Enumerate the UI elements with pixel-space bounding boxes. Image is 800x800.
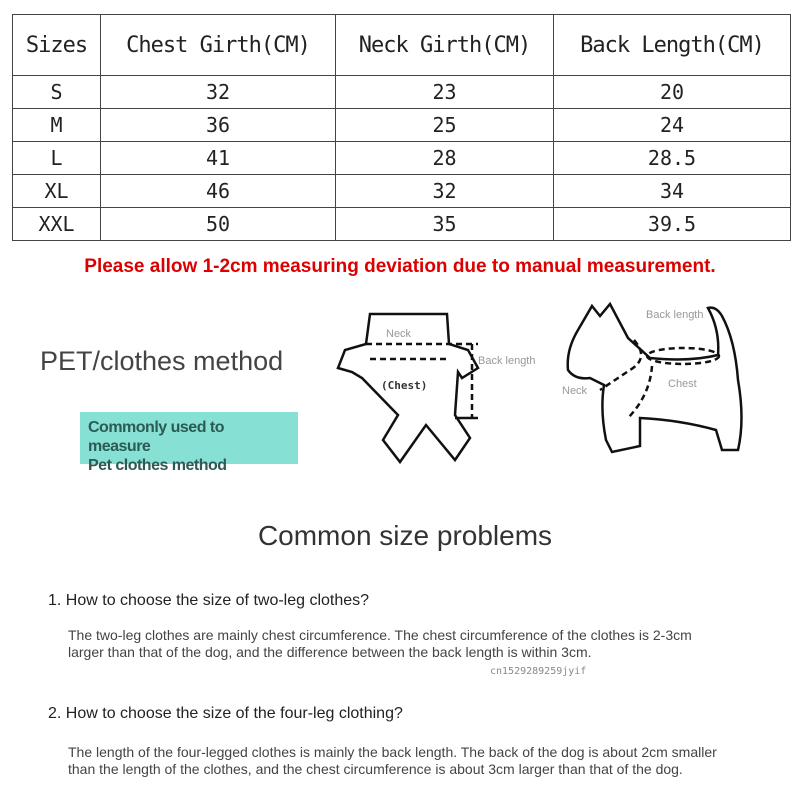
faq-question-2: 2. How to choose the size of the four-le… (48, 705, 403, 722)
faq-answer-1: The two-leg clothes are mainly chest cir… (68, 627, 692, 660)
faq-title: Common size problems (257, 520, 553, 551)
cell: XXL (12, 207, 101, 241)
faq-question-1: 1. How to choose the size of two-leg clo… (48, 592, 370, 609)
method-box-line1: Commonly used to measure (88, 419, 225, 455)
table-row: XL 46 32 34 (12, 174, 791, 208)
cell: 50 (100, 207, 336, 241)
cell: M (12, 108, 101, 142)
clothes-neck-label: Neck (386, 328, 412, 340)
header-chest: Chest Girth(CM) (100, 14, 336, 76)
cell: 39.5 (553, 207, 791, 241)
watermark: cn1529289259jyif (490, 666, 587, 677)
cell: 23 (335, 75, 554, 109)
header-sizes: Sizes (12, 14, 101, 76)
cell: 28.5 (553, 141, 791, 175)
header-neck: Neck Girth(CM) (335, 14, 554, 76)
method-box-line2: Pet clothes method (88, 457, 227, 474)
cell: 34 (553, 174, 791, 208)
dog-diagram (566, 301, 743, 454)
cell: L (12, 141, 101, 175)
dog-chest-label: Chest (668, 378, 697, 390)
cell: 28 (335, 141, 554, 175)
table-row: L 41 28 28.5 (12, 141, 791, 175)
cell: 25 (335, 108, 554, 142)
cell: XL (12, 174, 101, 208)
table-row: XXL 50 35 39.5 (12, 207, 791, 241)
cell: 24 (553, 108, 791, 142)
faq-answer-2: The length of the four-legged clothes is… (68, 744, 717, 777)
table-row: M 36 25 24 (12, 108, 791, 142)
dog-neck-label: Neck (562, 385, 588, 397)
clothes-diagram (336, 312, 480, 465)
cell: 20 (553, 75, 791, 109)
size-table: Sizes Chest Girth(CM) Neck Girth(CM) Bac… (12, 14, 791, 241)
clothes-back-length-label: Back length (478, 355, 535, 367)
dog-back-length-label: Back length (646, 309, 703, 321)
deviation-note: Please allow 1-2cm measuring deviation d… (84, 256, 716, 277)
cell: 35 (335, 207, 554, 241)
clothes-chest-label: (Chest) (381, 379, 427, 392)
cell: 32 (335, 174, 554, 208)
table-row: S 32 23 20 (12, 75, 791, 109)
cell: 32 (100, 75, 336, 109)
method-title: PET/clothes method (40, 346, 284, 376)
method-box: Commonly used to measure Pet clothes met… (80, 412, 298, 474)
